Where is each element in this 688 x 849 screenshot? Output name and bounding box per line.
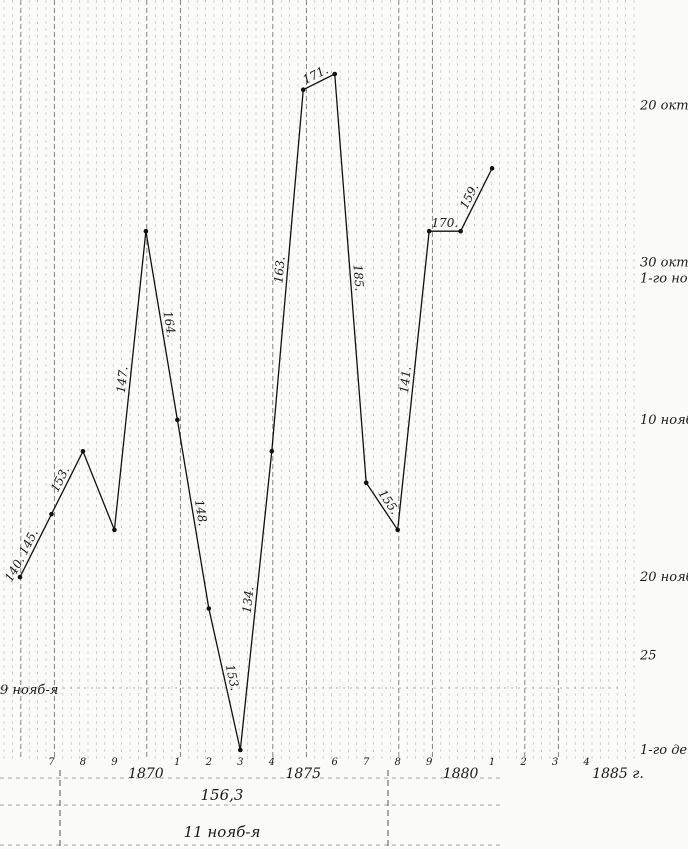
y-tick-label: 20 окт. — [639, 98, 688, 113]
gridlines — [0, 0, 635, 849]
data-series: 140.145.153.147.164.148.153.134.163.171.… — [2, 62, 495, 753]
x-tick-label: 1875 — [285, 766, 321, 782]
x-tick-label: 2 — [205, 757, 212, 768]
point-label: 141. — [397, 366, 414, 394]
data-point — [143, 228, 149, 234]
x-tick-label: 3 — [552, 757, 558, 768]
point-label: 153. — [223, 663, 242, 692]
data-point — [489, 166, 495, 171]
x-tick-label: 7 — [363, 757, 370, 768]
data-point — [458, 228, 463, 234]
x-tick-label: 2 — [519, 757, 526, 768]
data-point — [363, 480, 369, 486]
y-tick-label: 25 — [639, 649, 657, 664]
data-point — [238, 747, 243, 753]
x-tick-label: 6 — [332, 757, 339, 768]
data-point — [80, 449, 86, 454]
y-tick-label: 1-го дек. — [640, 743, 688, 758]
data-point — [112, 527, 117, 533]
x-tick-label: 8 — [394, 757, 400, 768]
series-line — [19, 73, 493, 751]
reference-label: 9 нояб-я — [0, 683, 58, 698]
y-tick-label: 30 окт. — [640, 256, 688, 271]
x-tick-label: 1 — [489, 757, 495, 768]
y-tick-label: 20 нояб. — [639, 570, 688, 585]
bottom-notes: 156,3 11 нояб-я — [184, 786, 261, 841]
reference-line: 9 нояб-я — [0, 683, 620, 698]
x-tick-label: 3 — [237, 757, 243, 768]
data-point — [395, 527, 400, 533]
point-label: 148. — [192, 499, 210, 528]
data-point — [17, 574, 23, 580]
point-label: 185. — [350, 264, 366, 292]
x-tick-label: 9 — [426, 757, 433, 768]
data-point — [269, 449, 275, 454]
point-label: 164. — [160, 310, 178, 339]
bottom-note: 156,3 — [201, 786, 244, 804]
x-tick-label: 7 — [48, 757, 55, 768]
x-tick-label: 1 — [174, 757, 180, 768]
data-point — [206, 606, 212, 611]
x-tick-label: 4 — [268, 757, 275, 768]
y-tick-label: 10 нояб. — [640, 413, 688, 428]
point-label: 170. — [432, 216, 459, 230]
point-label: 147. — [114, 366, 131, 394]
data-point — [300, 87, 306, 93]
x-tick-label: 1870 — [128, 766, 164, 782]
x-tick-label: 9 — [111, 757, 118, 768]
y-axis-labels: 20 окт. 30 окт.1-го нояб. 10 нояб. 20 нояб.… — [639, 98, 688, 758]
x-tick-label: 1885 г. — [592, 766, 644, 782]
data-point — [175, 417, 180, 423]
x-tick-label: 8 — [80, 757, 86, 768]
point-label: 163. — [271, 256, 287, 284]
data-point — [49, 511, 54, 517]
point-label: 134. — [240, 586, 257, 614]
y-tick-label: 1-го нояб. — [640, 271, 688, 286]
x-tick-label: 1880 — [443, 766, 479, 782]
data-point — [426, 228, 432, 234]
data-point — [332, 71, 338, 77]
bottom-note: 11 нояб-я — [184, 823, 261, 841]
x-tick-label: 4 — [582, 757, 589, 768]
